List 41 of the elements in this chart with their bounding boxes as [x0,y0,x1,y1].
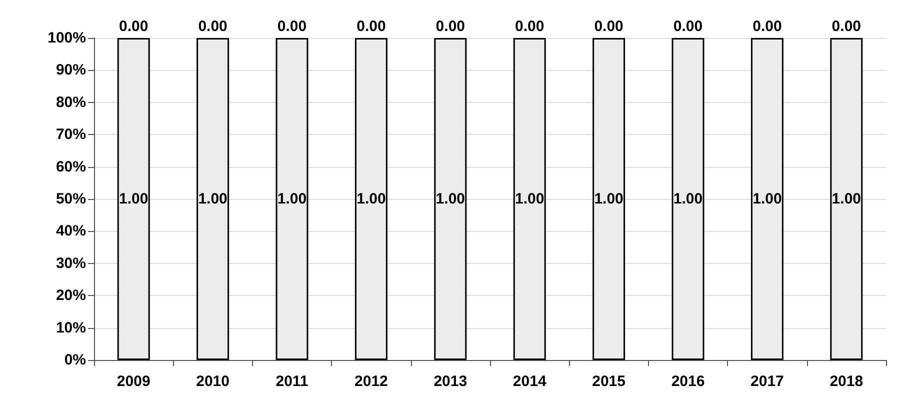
annotation: 0.00 [277,18,307,35]
annotation: 0.00 [436,18,465,35]
annotation: 0.00 [673,18,703,35]
y-tick-label: 50% [56,190,86,208]
y-tick-label: 80% [56,94,86,111]
y-tick-label: 90% [56,62,86,79]
data-label: 1.00 [356,190,386,208]
y-tick-label: 60% [56,158,86,176]
annotation: 0.00 [594,18,624,35]
data-label: 1.00 [277,190,307,208]
x-tick-label: 2017 [750,373,784,390]
x-tick-label: 2010 [196,373,230,390]
y-tick-label: 100% [48,30,86,46]
annotation: 0.00 [198,18,228,35]
data-label: 1.00 [515,190,544,208]
x-tick-label: 2015 [592,373,626,390]
x-tick-label: 2018 [830,373,864,390]
data-label: 1.00 [198,190,228,208]
x-tick-label: 2016 [671,373,705,390]
y-tick-label: 20% [56,287,86,304]
data-label: 1.00 [673,190,703,208]
data-label: 1.00 [832,190,861,208]
y-tick-label: 10% [56,319,86,336]
y-tick-label: 30% [56,254,86,272]
y-tick-label: 0% [64,352,86,368]
data-label: 1.00 [752,190,782,208]
annotation: 0.00 [752,18,782,35]
annotation: 0.00 [832,18,861,35]
annotation: 0.00 [119,18,148,35]
x-tick-label: 2013 [434,373,468,390]
data-label: 1.00 [436,190,465,208]
data-label: 1.00 [594,190,624,208]
x-tick-label: 2009 [116,373,150,390]
x-tick-label: 2011 [276,373,308,390]
annotation: 0.00 [356,18,386,35]
x-tick-label: 2012 [354,373,388,390]
x-tick-label: 2014 [512,373,547,390]
annotation: 0.00 [515,18,544,35]
y-tick-label: 70% [56,126,86,144]
data-label: 1.00 [119,190,148,208]
y-tick-label: 40% [56,222,86,240]
